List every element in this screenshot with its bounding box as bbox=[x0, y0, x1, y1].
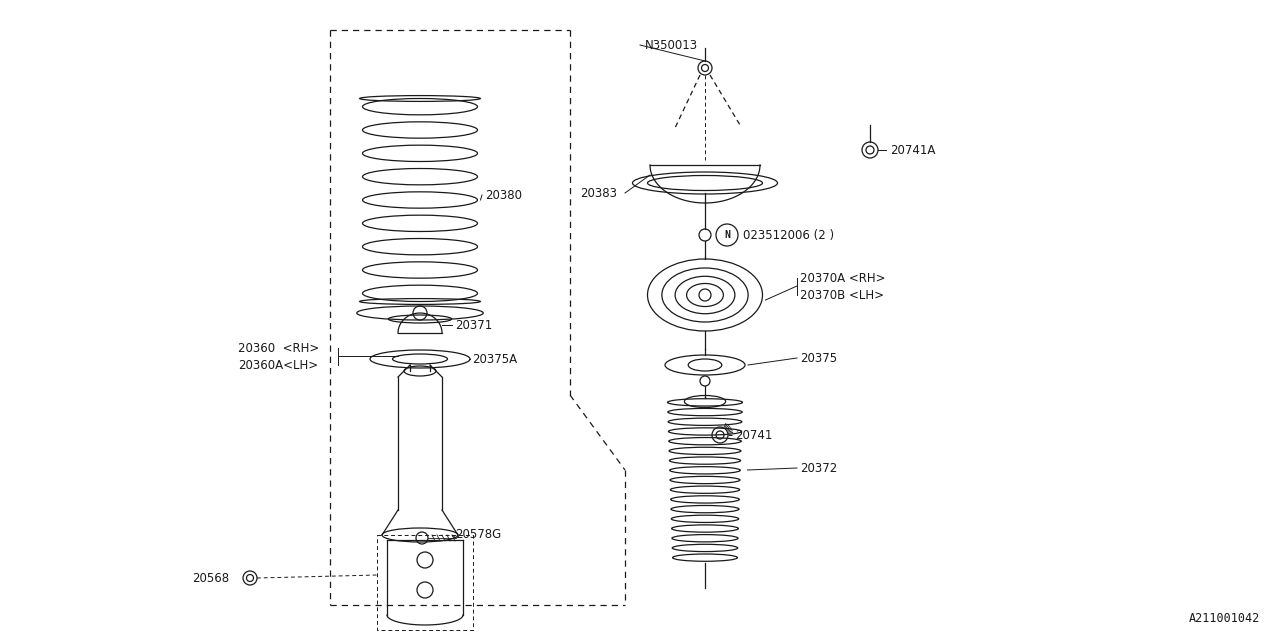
Text: 20375A: 20375A bbox=[472, 353, 517, 365]
Text: 20568: 20568 bbox=[192, 572, 229, 584]
Text: N: N bbox=[724, 230, 730, 240]
Text: 20371: 20371 bbox=[454, 319, 493, 332]
Text: 20383: 20383 bbox=[580, 186, 617, 200]
Text: 20380: 20380 bbox=[485, 189, 522, 202]
Text: 20370A <RH>: 20370A <RH> bbox=[800, 271, 886, 285]
Text: 20741A: 20741A bbox=[890, 143, 936, 157]
Text: 20360A<LH>: 20360A<LH> bbox=[238, 358, 319, 371]
Text: 20375: 20375 bbox=[800, 351, 837, 365]
Text: 20360  <RH>: 20360 <RH> bbox=[238, 342, 319, 355]
Text: A211001042: A211001042 bbox=[1189, 612, 1260, 625]
Text: 20578G: 20578G bbox=[454, 529, 502, 541]
Text: 20370B <LH>: 20370B <LH> bbox=[800, 289, 884, 301]
Text: 20741: 20741 bbox=[735, 429, 772, 442]
Text: 20372: 20372 bbox=[800, 461, 837, 474]
Text: N350013: N350013 bbox=[645, 38, 698, 51]
Text: 023512006 (2 ): 023512006 (2 ) bbox=[742, 228, 835, 241]
